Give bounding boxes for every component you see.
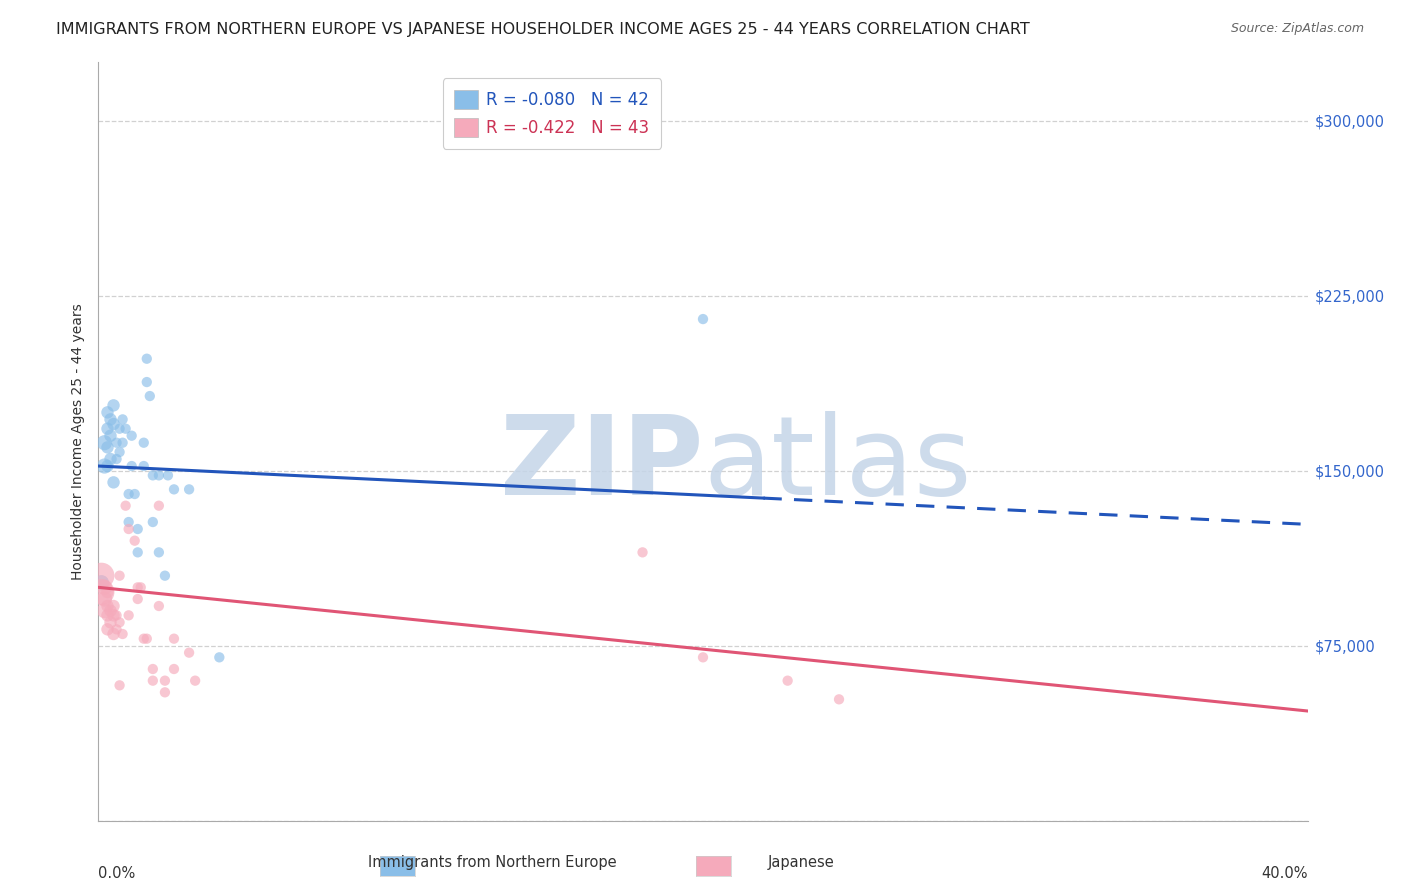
Point — [103, 599, 125, 613]
Text: 40.0%: 40.0% — [1261, 866, 1308, 881]
Point — [103, 475, 125, 490]
Point — [148, 499, 170, 513]
Point — [100, 604, 122, 618]
Point — [111, 412, 134, 426]
Text: Japanese: Japanese — [768, 855, 835, 870]
Point — [96, 405, 118, 419]
Point — [118, 522, 141, 536]
Point — [135, 632, 157, 646]
Point — [135, 375, 157, 389]
Point — [828, 692, 851, 706]
Point — [776, 673, 799, 688]
Text: atlas: atlas — [703, 411, 972, 517]
Point — [118, 487, 141, 501]
Point — [156, 468, 179, 483]
Point — [163, 483, 186, 497]
Point — [105, 608, 128, 623]
Point — [127, 545, 149, 559]
Point — [132, 632, 155, 646]
Point — [142, 515, 165, 529]
Point — [163, 632, 186, 646]
Point — [96, 585, 118, 599]
Point — [132, 458, 155, 473]
Point — [93, 592, 115, 607]
Point — [103, 627, 125, 641]
Point — [96, 458, 118, 473]
Point — [96, 599, 118, 613]
Point — [100, 615, 122, 630]
Point — [124, 487, 146, 501]
Y-axis label: Householder Income Ages 25 - 44 years: Householder Income Ages 25 - 44 years — [72, 303, 86, 580]
Text: IMMIGRANTS FROM NORTHERN EUROPE VS JAPANESE HOUSEHOLDER INCOME AGES 25 - 44 YEAR: IMMIGRANTS FROM NORTHERN EUROPE VS JAPAN… — [56, 22, 1031, 37]
Point — [103, 398, 125, 412]
Point — [108, 568, 131, 582]
Point — [111, 627, 134, 641]
Point — [127, 580, 149, 594]
Point — [100, 412, 122, 426]
Point — [93, 435, 115, 450]
Point — [132, 435, 155, 450]
Point — [93, 580, 115, 594]
Point — [105, 623, 128, 637]
Point — [121, 428, 143, 442]
Point — [179, 483, 201, 497]
Point — [208, 650, 231, 665]
Point — [114, 499, 136, 513]
Point — [692, 650, 714, 665]
Point — [153, 673, 176, 688]
Point — [108, 678, 131, 692]
Text: ZIP: ZIP — [499, 411, 703, 517]
Text: Immigrants from Northern Europe: Immigrants from Northern Europe — [368, 855, 616, 870]
Point — [108, 615, 131, 630]
Point — [184, 673, 207, 688]
Point — [118, 608, 141, 623]
Point — [148, 468, 170, 483]
Point — [90, 585, 112, 599]
Point — [179, 646, 201, 660]
Point — [103, 417, 125, 431]
Point — [96, 422, 118, 436]
Point — [148, 545, 170, 559]
Point — [631, 545, 654, 559]
Point — [105, 435, 128, 450]
Point — [111, 435, 134, 450]
Point — [148, 599, 170, 613]
Point — [90, 575, 112, 590]
Text: 0.0%: 0.0% — [98, 866, 135, 881]
Point — [108, 422, 131, 436]
Point — [100, 452, 122, 467]
Point — [163, 662, 186, 676]
Point — [114, 422, 136, 436]
Legend: R = -0.080   N = 42, R = -0.422   N = 43: R = -0.080 N = 42, R = -0.422 N = 43 — [443, 78, 661, 149]
Point — [139, 389, 162, 403]
Point — [100, 428, 122, 442]
Point — [142, 673, 165, 688]
Point — [153, 568, 176, 582]
Text: Source: ZipAtlas.com: Source: ZipAtlas.com — [1230, 22, 1364, 36]
Point — [153, 685, 176, 699]
Point — [124, 533, 146, 548]
Point — [127, 592, 149, 607]
Point — [129, 580, 152, 594]
Point — [692, 312, 714, 326]
Point — [96, 441, 118, 455]
Point — [103, 608, 125, 623]
Point — [105, 452, 128, 467]
Point — [90, 568, 112, 582]
Point — [142, 662, 165, 676]
Point — [93, 604, 115, 618]
Point — [142, 468, 165, 483]
Point — [135, 351, 157, 366]
Point — [121, 458, 143, 473]
Point — [96, 623, 118, 637]
Point — [96, 608, 118, 623]
Point — [118, 515, 141, 529]
Point — [108, 445, 131, 459]
Point — [127, 522, 149, 536]
Point — [93, 458, 115, 473]
